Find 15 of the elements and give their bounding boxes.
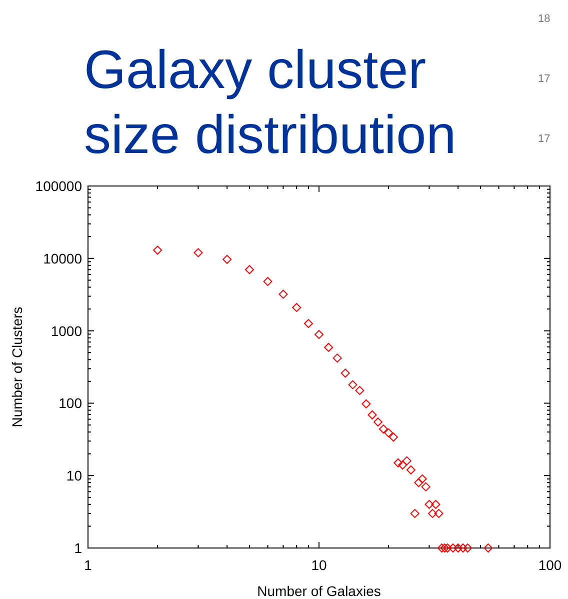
y-tick-label: 10 xyxy=(66,468,82,484)
x-tick-label: 10 xyxy=(311,557,327,573)
text: 17 xyxy=(538,133,550,145)
y-axis-title: Number of Clusters xyxy=(9,306,25,428)
x-tick-label: 1 xyxy=(84,557,92,573)
y-tick-label: 1 xyxy=(74,540,82,556)
y-tick-label: 1000 xyxy=(50,322,82,339)
x-tick-label: 100 xyxy=(538,557,562,573)
y-tick-label: 100000 xyxy=(35,178,82,194)
chart-title: Galaxy cluster size distribution xyxy=(84,40,456,165)
text: 17 xyxy=(538,73,550,85)
x-axis-title: Number of Galaxies xyxy=(257,583,381,599)
y-tick-label: 10000 xyxy=(43,250,82,266)
text: 18 xyxy=(538,13,550,25)
y-tick-label: 100 xyxy=(58,395,82,412)
